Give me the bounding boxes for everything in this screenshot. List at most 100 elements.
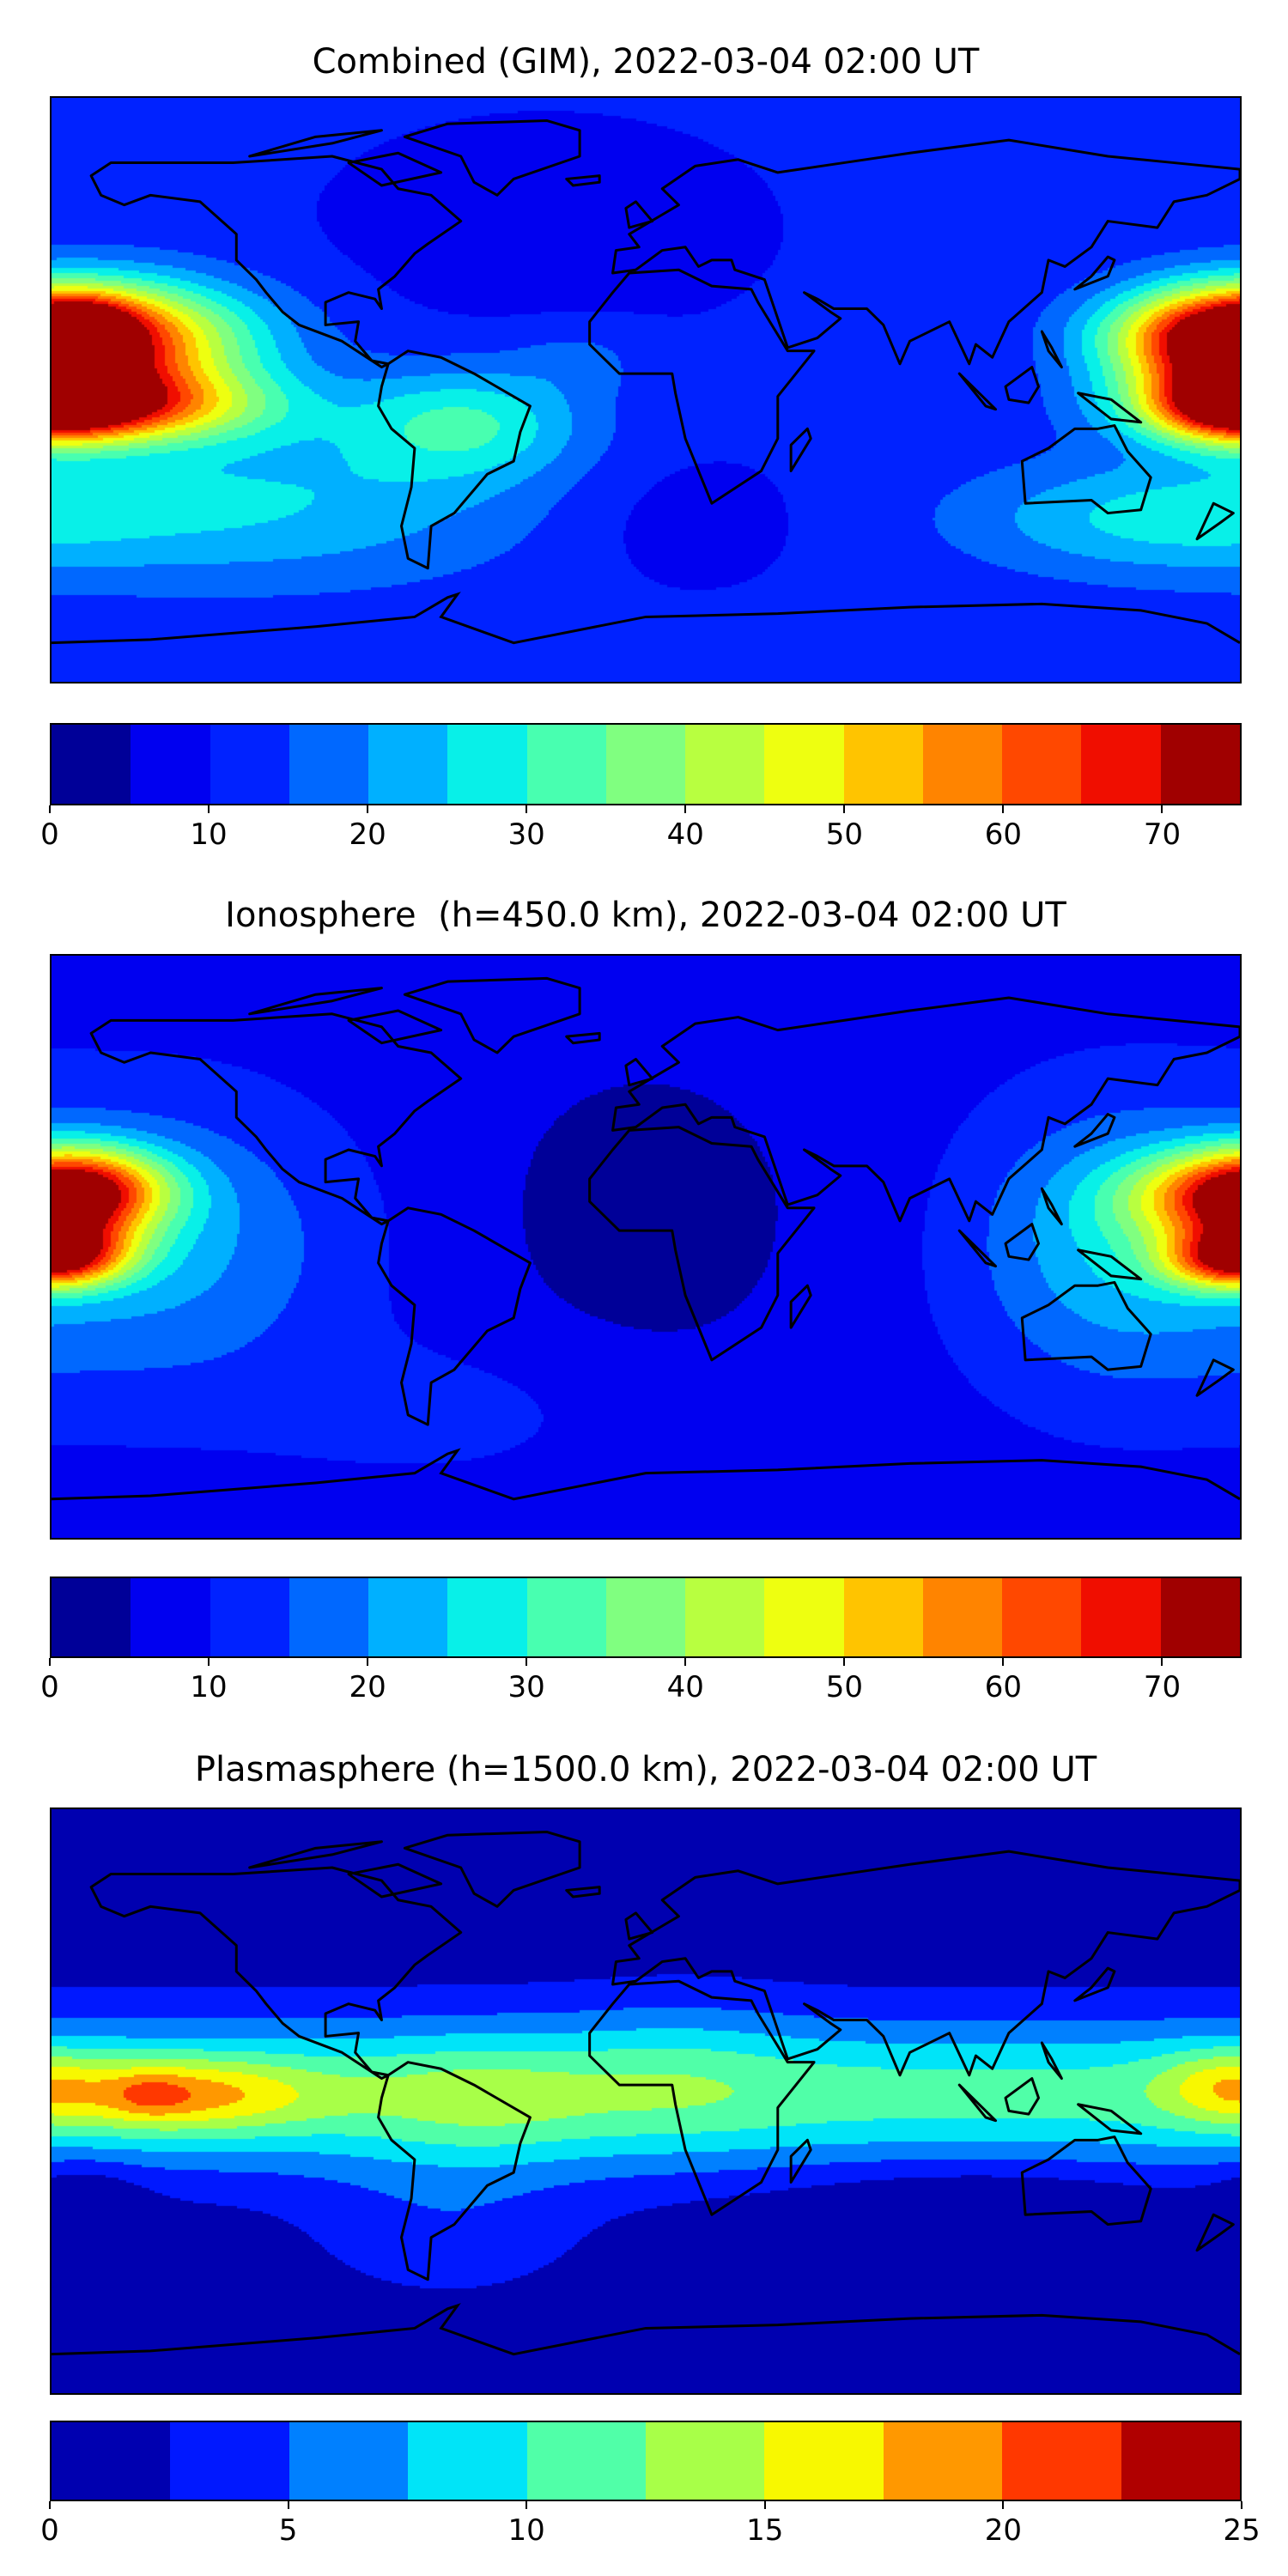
coastline (1195, 501, 1235, 541)
coastline (1195, 1358, 1235, 1397)
colorbar-tick-label: 50 (825, 817, 863, 852)
colorbar-tick-label: 10 (190, 1670, 228, 1704)
colorbar-segment (1121, 2422, 1241, 2500)
colorbar-tick-label: 0 (40, 2513, 59, 2548)
coastline (1073, 1113, 1116, 1148)
coastline (1040, 330, 1063, 369)
coastline (1077, 392, 1143, 424)
colorbar-tick-label: 60 (984, 817, 1023, 852)
coastline (403, 976, 581, 1054)
colorbar-segment (764, 725, 844, 804)
colorbar-segment (170, 2422, 289, 2500)
coastline (377, 1206, 532, 1426)
colorbar-tick-label: 0 (40, 817, 59, 852)
colorbar-segment (685, 725, 765, 804)
colorbar-segment (52, 1578, 131, 1656)
colorbar-tick (49, 2501, 51, 2509)
colorbar-segment (408, 2422, 527, 2500)
contour-fill (52, 1809, 1240, 2393)
colorbar-segment (447, 725, 527, 804)
coastline (403, 118, 581, 197)
coastline (347, 1009, 443, 1045)
coastline (565, 1031, 601, 1045)
coastline (588, 1979, 816, 2216)
colorbar-ticks: 0 10 20 30 40 50 60 70 (40, 1658, 1242, 1710)
coastline (347, 151, 443, 187)
colorbar-segment (843, 1578, 923, 1656)
colorbar-segment (289, 2422, 409, 2500)
panel-title: Combined (GIM), 2022-03-04 02:00 UT (312, 42, 980, 82)
colorbar-segment (447, 1578, 527, 1656)
colorbar-segment (1002, 1578, 1082, 1656)
colorbar-tick (367, 805, 369, 813)
panel-title: Plasmasphere (h=1500.0 km), 2022-03-04 0… (194, 1750, 1097, 1789)
contour-fill (52, 956, 1240, 1538)
coastline (248, 987, 383, 1016)
colorbar-tick (1241, 2501, 1242, 2509)
colorbar-tick-label: 50 (825, 1670, 863, 1704)
colorbar-segment (52, 725, 131, 804)
colorbar-segment (526, 2422, 647, 2500)
colorbar-tick (526, 2501, 528, 2509)
contour-map (50, 954, 1242, 1540)
colorbar-tick (1002, 805, 1005, 813)
coastline (89, 1012, 463, 1226)
colorbar-tick-label: 40 (666, 1670, 704, 1704)
panel-title: Ionosphere (h=450.0 km), 2022-03-04 02:0… (225, 896, 1066, 935)
coastline (789, 2138, 812, 2184)
coastlines (52, 1830, 1240, 2356)
colorbar-segment (1160, 1578, 1240, 1656)
colorbar-tick (1002, 2501, 1005, 2509)
colorbar-tick (287, 2501, 289, 2509)
colorbar-tick-label: 20 (349, 817, 386, 852)
colorbar-segment (1081, 1578, 1161, 1656)
colorbar-tick-label: 60 (984, 1670, 1023, 1704)
colorbar-tick (1161, 805, 1163, 813)
colorbar-segment (131, 725, 210, 804)
coastline (403, 1830, 581, 1908)
coastline (789, 427, 812, 472)
coastline (377, 349, 532, 570)
colorbar-segment (1160, 725, 1240, 804)
coastline (1077, 2103, 1143, 2136)
colorbar-tick-label: 30 (507, 817, 545, 852)
colorbar-tick (49, 1658, 51, 1666)
coastline (1073, 255, 1116, 291)
coastline (248, 1840, 383, 1869)
coastline (1004, 2077, 1040, 2116)
colorbar-tick (367, 1658, 369, 1666)
colorbar-tick (49, 805, 51, 813)
contour-fill (52, 98, 1240, 682)
colorbar-segment (685, 1578, 765, 1656)
colorbar-segment (368, 1578, 448, 1656)
colorbar-tick-label: 5 (278, 2513, 298, 2548)
coastline (377, 2061, 532, 2281)
colorbar-tick (1161, 1658, 1163, 1666)
colorbar-segment (1002, 725, 1082, 804)
colorbar-tick (843, 1658, 846, 1666)
coastline-antarctica (52, 1448, 1240, 1501)
colorbar-tick-label: 0 (40, 1670, 59, 1704)
colorbar (50, 2421, 1242, 2501)
colorbar-segment (131, 1578, 210, 1656)
contour-map (50, 96, 1242, 683)
coastline (957, 1229, 998, 1268)
colorbar-segment (922, 725, 1003, 804)
coastline (89, 155, 463, 369)
colorbar-segment (210, 725, 289, 804)
colorbar-tick-label: 70 (1143, 1670, 1182, 1704)
coastline (1004, 1223, 1040, 1261)
colorbar-tick-label: 20 (349, 1670, 386, 1704)
colorbar-tick (208, 1658, 210, 1666)
coastline (957, 372, 998, 411)
coastline (1004, 366, 1040, 404)
colorbar-tick-label: 10 (190, 817, 228, 852)
colorbar-tick-label: 40 (666, 817, 704, 852)
colorbar-segment (210, 1578, 289, 1656)
contour-map (50, 1807, 1242, 2395)
coastline (957, 2083, 998, 2123)
colorbar-segment (605, 725, 686, 804)
coastline (1073, 1966, 1116, 2002)
colorbar-tick-label: 10 (507, 2513, 545, 2548)
colorbar-segment (289, 725, 369, 804)
